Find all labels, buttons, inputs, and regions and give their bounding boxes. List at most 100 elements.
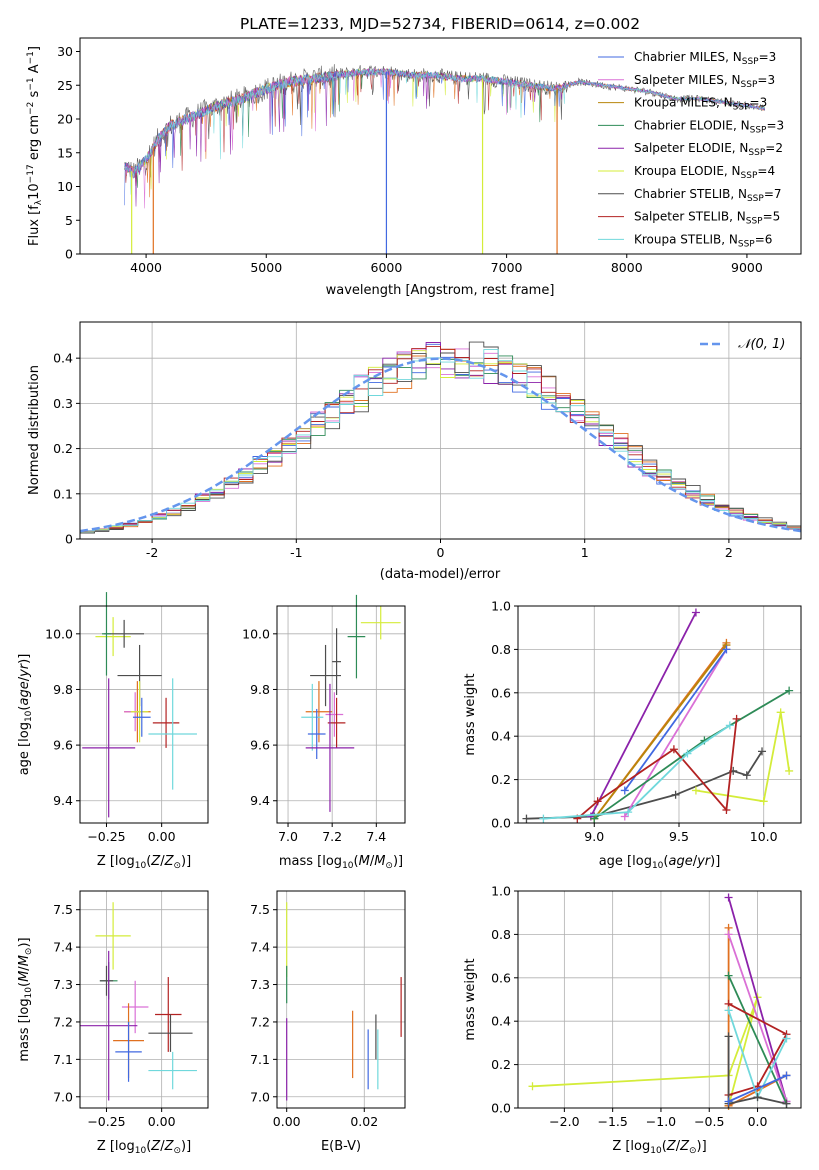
normal-legend-label: 𝒩(0, 1): [738, 337, 785, 352]
weight-marker: [691, 608, 700, 617]
panel-grid: [80, 891, 208, 1108]
y-tick-label: 0.0: [491, 816, 511, 831]
weight-marker: [782, 1099, 791, 1108]
weight-series-chabrier_miles: [620, 645, 731, 795]
x-tick-label: −2.0: [549, 1114, 579, 1129]
weight-line: [593, 644, 728, 820]
weight-marker: [724, 930, 733, 939]
weight-marker: [732, 714, 741, 723]
y-tick-label: 7.3: [53, 977, 73, 992]
y-tick-label: 0.2: [491, 1057, 511, 1072]
residual-histogram-panel: -2 -1 0 1 200.10.20.30.4 (data-model)/error …: [27, 321, 802, 582]
y-tick-label: 25: [57, 78, 73, 93]
errorbar-point: [121, 980, 149, 1034]
y-tick-label: 0.0: [491, 1101, 511, 1116]
legend-label: Chabrier STELIB, NSSP=7: [634, 187, 782, 204]
weight-series-salpeter_elodie: [586, 608, 700, 821]
weight-line: [624, 648, 728, 817]
weight-marker: [758, 747, 767, 756]
y-tick-label: 0.4: [53, 351, 73, 366]
legend-label: Salpeter MILES, NSSP=3: [634, 73, 775, 90]
y-tick-label: 0.3: [53, 396, 73, 411]
weight-series-chabrier_elodie: [590, 686, 794, 823]
x-tick-label: 0.00: [148, 829, 176, 844]
errorbar-point: [325, 692, 344, 737]
weight-series-kroupa_stelib: [539, 721, 734, 823]
y-tick-label: 0.2: [53, 441, 73, 456]
weight-line: [526, 750, 763, 820]
y-tick-label: 0.6: [491, 970, 511, 985]
legend-label: Chabrier ELODIE, NSSP=3: [634, 118, 784, 135]
errorbar-point: [310, 644, 341, 707]
y-tick-label: 10.0: [242, 626, 270, 641]
weight-series-kroupa_elodie: [691, 708, 794, 806]
y-tick-label: 9.6: [53, 738, 73, 753]
errorbar-point: [305, 683, 355, 812]
errorbar-point: [332, 628, 341, 696]
spectrum-frame: [79, 37, 802, 255]
panel-xlabel: Z [log10(Z/Z⊙)]: [97, 1139, 191, 1156]
y-tick-label: 0.8: [491, 927, 511, 942]
errorbar-point: [115, 1021, 142, 1082]
y-tick-label: 5: [65, 213, 73, 228]
panel-axes: −2.0 −1.5 −1.0 −0.5 0.0 0.0 0.2 0.4 0.6 0.8 1.0: [491, 884, 767, 1130]
panel-ylabel: mass weight: [463, 958, 478, 1040]
spectrum-panel: PLATE=1233, MJD=52734, FIBERID=0614, z=0…: [26, 15, 802, 298]
x-tick-label: 4000: [130, 260, 162, 275]
x-tick-label: 7000: [491, 260, 523, 275]
panel-axes: 0.00 0.02 7.0 7.1 7.2 7.3 7.4 7.5: [250, 902, 378, 1129]
errorbar-point: [301, 683, 324, 751]
panel-ylabel: mass weight: [463, 673, 478, 755]
y-tick-label: 15: [57, 145, 73, 160]
panel-data: [286, 902, 402, 1101]
weight-line: [727, 934, 788, 1102]
weight-marker: [785, 766, 794, 775]
legend-label: Chabrier MILES, NSSP=3: [634, 50, 776, 67]
weight-line: [624, 648, 728, 792]
weight-marker: [724, 1032, 733, 1041]
y-tick-label: 1.0: [491, 599, 511, 614]
errorbar-point: [132, 697, 151, 737]
weight-marker: [590, 814, 599, 823]
errorbar-point: [327, 697, 346, 748]
weight-marker: [722, 645, 731, 654]
errorbar-point: [102, 592, 111, 676]
errorbar-point: [360, 606, 401, 640]
y-tick-label: 0: [65, 247, 73, 262]
panel-xlabel: E(B-V): [321, 1139, 361, 1154]
weight-marker: [785, 686, 794, 695]
weight-marker: [722, 805, 731, 814]
histogram-step-kroupa_stelib: [80, 349, 801, 532]
errorbar-point: [82, 678, 136, 818]
panel-grid: [277, 606, 405, 823]
x-tick-label: 1: [581, 545, 589, 560]
x-tick-label: 9000: [731, 260, 763, 275]
errorbar-point: [95, 902, 131, 970]
x-tick-label: 0.00: [273, 1114, 301, 1129]
x-tick-label: 5000: [250, 260, 282, 275]
weight-marker: [724, 971, 733, 980]
x-tick-label: 0: [437, 545, 445, 560]
y-tick-label: 10: [57, 179, 73, 194]
x-tick-label: 8000: [611, 260, 643, 275]
x-tick-label: 7.0: [278, 829, 298, 844]
panel-frame: [79, 605, 209, 824]
age-vs-mass-panel: 7.0 7.2 7.4 9.4 9.6 9.8 10.0 mass [log10(M/M⊙)]: [242, 594, 406, 871]
spectrum-axes: 4000 5000 6000 7000 8000 9000 0 5 10 15 20 25 30: [57, 44, 763, 275]
weight-marker: [742, 771, 751, 780]
spectrum-series-kroupa_stelib: [124, 68, 765, 195]
weight-marker: [759, 797, 768, 806]
spectrum-legend: Chabrier MILES, NSSP=3 Salpeter MILES, NS…: [598, 50, 784, 249]
weight-line: [590, 612, 697, 817]
weight-marker: [528, 1082, 537, 1091]
errorbar-point: [148, 678, 197, 790]
weight-marker: [671, 790, 680, 799]
errorbar-point: [307, 708, 326, 760]
errorbar-point: [95, 617, 131, 657]
y-tick-label: 0.8: [491, 642, 511, 657]
panel-data: [522, 608, 794, 823]
panel-grid: [518, 605, 801, 824]
weight-marker: [620, 786, 629, 795]
y-tick-label: 0.4: [491, 729, 511, 744]
histogram-ylabel: Normed distribution: [27, 365, 42, 495]
